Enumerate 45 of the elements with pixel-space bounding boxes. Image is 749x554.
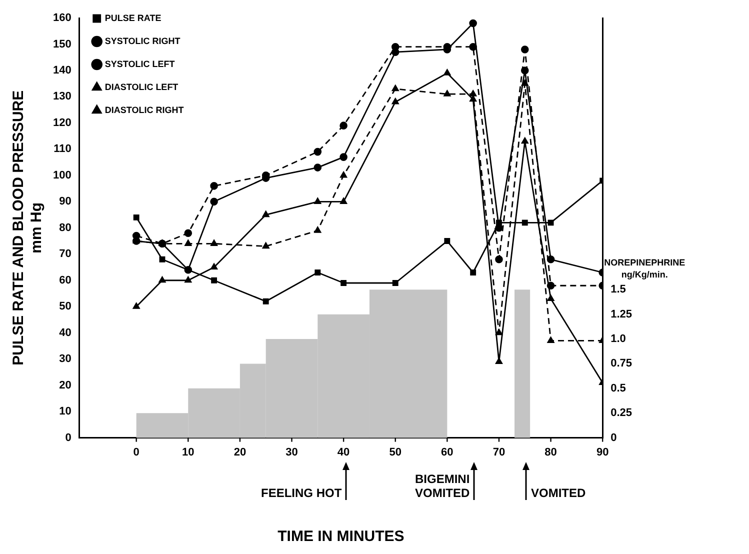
y2-tick-label: 0.75 bbox=[610, 358, 632, 370]
legend-label: SYSTOLIC RIGHT bbox=[104, 36, 181, 46]
x-tick-label: 70 bbox=[492, 446, 506, 458]
legend-label: SYSTOLIC LEFT bbox=[104, 58, 176, 69]
y-tick-label: 10 bbox=[59, 406, 72, 418]
y2-tick-label: 0.5 bbox=[610, 382, 626, 394]
x-tick-label: 50 bbox=[389, 446, 402, 458]
y-axis-title: PULSE RATE AND BLOOD PRESSURE mm Hg bbox=[10, 90, 46, 366]
y-tick-label: 150 bbox=[52, 38, 72, 50]
y-tick-label: 110 bbox=[54, 143, 72, 156]
y-tick-label: 20 bbox=[59, 379, 72, 392]
y-tick-label: 120 bbox=[52, 116, 72, 129]
text: BIGEMINI VOMITED bbox=[415, 472, 470, 500]
y2-tick-label: 1.0 bbox=[610, 333, 626, 346]
y-tick-label: 160 bbox=[52, 12, 72, 24]
y-tick-label: 0 bbox=[65, 432, 72, 444]
y-tick-label: 80 bbox=[59, 222, 72, 234]
y2-tick-label: 1.25 bbox=[610, 308, 632, 320]
y-tick-label: 40 bbox=[59, 326, 72, 339]
x-tick-label: 90 bbox=[596, 446, 609, 458]
x-tick-label: 0 bbox=[133, 446, 140, 458]
legend-label: DIASTOLIC LEFT bbox=[104, 82, 179, 92]
text: FEELING HOT bbox=[261, 486, 342, 500]
y2-tick-label: 0 bbox=[610, 432, 617, 444]
y-tick-label: 60 bbox=[59, 274, 72, 286]
x-tick-label: 40 bbox=[337, 446, 350, 458]
x-tick-label: 20 bbox=[234, 446, 246, 458]
y-tick-label: 50 bbox=[59, 300, 72, 313]
y2-axis-title: NOREPINEPHRINE ng/Kg/min. bbox=[604, 258, 686, 280]
y-tick-label: 130 bbox=[52, 90, 72, 103]
x-tick-label: 60 bbox=[441, 446, 454, 458]
y-tick-label: 90 bbox=[59, 196, 72, 208]
text: VOMITED bbox=[531, 486, 586, 500]
y-tick-label: 70 bbox=[59, 248, 72, 260]
y-tick-label: 100 bbox=[52, 169, 72, 182]
x-axis-title: TIME IN MINUTES bbox=[278, 528, 404, 546]
y-tick-label: 30 bbox=[59, 353, 72, 366]
x-tick-label: 30 bbox=[286, 446, 298, 458]
x-tick-label: 10 bbox=[182, 446, 194, 458]
legend-label: PULSE RATE bbox=[104, 12, 162, 23]
y2-tick-label: 0.25 bbox=[610, 407, 632, 420]
y-tick-label: 140 bbox=[52, 64, 72, 77]
x-tick-label: 80 bbox=[544, 446, 557, 458]
legend-label: DIASTOLIC RIGHT bbox=[104, 104, 184, 115]
y2-tick-label: 1.5 bbox=[610, 284, 626, 296]
